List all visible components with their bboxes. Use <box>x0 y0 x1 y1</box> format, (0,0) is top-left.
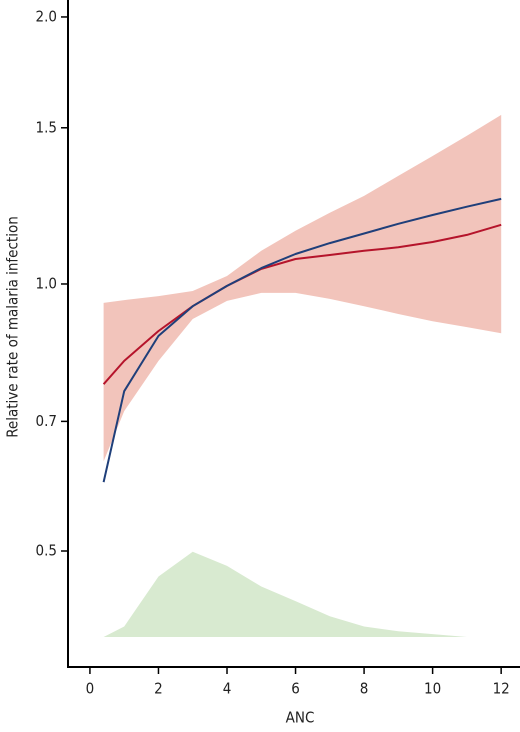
x-tick-label: 2 <box>154 680 163 698</box>
line <box>102 223 502 385</box>
y-axis-label: Relative rate of malaria infection <box>4 216 22 438</box>
y-tick-label: 2.0 <box>36 7 57 25</box>
x-tick-label: 0 <box>86 680 95 698</box>
x-tick-label: 10 <box>424 680 441 698</box>
x-tick-label: 8 <box>360 680 369 698</box>
line <box>102 197 502 483</box>
axes <box>67 0 520 668</box>
band <box>103 551 502 637</box>
y-tick-label: 0.7 <box>36 412 57 430</box>
x-tick-label: 6 <box>291 680 300 698</box>
y-tick-label: 1.0 <box>36 274 57 292</box>
y-tick-label: 0.5 <box>36 542 57 560</box>
x-axis-label: ANC <box>286 709 315 727</box>
y-tick-label: 1.5 <box>36 118 57 136</box>
x-tick-label: 12 <box>493 680 510 698</box>
band <box>103 114 502 462</box>
x-tick-label: 4 <box>223 680 232 698</box>
